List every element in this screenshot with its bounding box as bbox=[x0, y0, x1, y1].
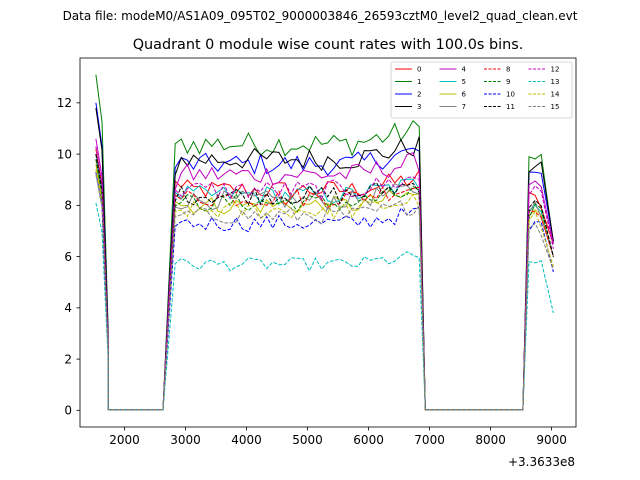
legend-label-9: 9 bbox=[506, 78, 510, 86]
legend-label-8: 8 bbox=[506, 66, 510, 74]
y-tick-label: 10 bbox=[57, 147, 72, 161]
legend-label-3: 3 bbox=[417, 103, 421, 111]
series-line-5 bbox=[95, 154, 554, 411]
y-tick-label: 2 bbox=[64, 352, 72, 366]
suptitle: Data file: modeM0/AS1A09_095T02_90000038… bbox=[63, 9, 578, 23]
series-line-13 bbox=[95, 202, 554, 411]
x-tick-label: 9000 bbox=[536, 433, 567, 447]
y-tick-label: 0 bbox=[64, 404, 72, 418]
y-axis: 0 2 4 6 8 10 12 bbox=[57, 96, 80, 418]
chart-title: Quadrant 0 module wise count rates with … bbox=[133, 37, 524, 53]
y-tick-label: 8 bbox=[64, 199, 72, 213]
y-tick-label: 4 bbox=[64, 301, 72, 315]
x-tick-label: 5000 bbox=[292, 433, 323, 447]
series-line-15 bbox=[95, 174, 554, 411]
series-line-10 bbox=[95, 171, 554, 411]
plot-lines bbox=[95, 74, 554, 411]
series-line-14 bbox=[95, 169, 554, 411]
legend-label-12: 12 bbox=[551, 66, 560, 74]
series-line-9 bbox=[95, 159, 554, 411]
legend-label-6: 6 bbox=[462, 91, 467, 99]
series-line-7 bbox=[95, 159, 554, 411]
legend-label-13: 13 bbox=[551, 78, 560, 86]
series-line-1 bbox=[95, 74, 554, 411]
y-tick-label: 6 bbox=[64, 250, 72, 264]
series-line-3 bbox=[95, 107, 554, 411]
x-axis: 2000 3000 4000 5000 6000 7000 8000 9000 bbox=[109, 427, 567, 447]
legend-label-2: 2 bbox=[417, 91, 421, 99]
legend-box bbox=[390, 61, 573, 119]
x-offset-label: +3.3633e8 bbox=[508, 455, 575, 469]
legend-label-4: 4 bbox=[462, 66, 467, 74]
series-line-12 bbox=[95, 146, 554, 411]
x-tick-label: 7000 bbox=[414, 433, 445, 447]
legend-label-1: 1 bbox=[417, 78, 421, 86]
legend-label-5: 5 bbox=[462, 78, 466, 86]
x-tick-label: 4000 bbox=[231, 433, 262, 447]
legend-label-14: 14 bbox=[551, 91, 560, 99]
x-tick-label: 3000 bbox=[170, 433, 201, 447]
x-tick-label: 8000 bbox=[475, 433, 506, 447]
legend-label-10: 10 bbox=[506, 91, 515, 99]
series-line-11 bbox=[95, 154, 554, 411]
x-tick-label: 6000 bbox=[353, 433, 384, 447]
y-tick-label: 12 bbox=[57, 96, 72, 110]
series-line-2 bbox=[95, 102, 554, 411]
legend-label-7: 7 bbox=[462, 103, 466, 111]
legend-label-0: 0 bbox=[417, 66, 421, 74]
series-line-4 bbox=[95, 138, 554, 411]
legend-label-15: 15 bbox=[551, 103, 560, 111]
axes-frame bbox=[79, 57, 577, 428]
series-line-8 bbox=[95, 154, 554, 411]
series-line-0 bbox=[95, 148, 554, 411]
x-tick-label: 2000 bbox=[109, 433, 140, 447]
legend-label-11: 11 bbox=[506, 103, 515, 111]
